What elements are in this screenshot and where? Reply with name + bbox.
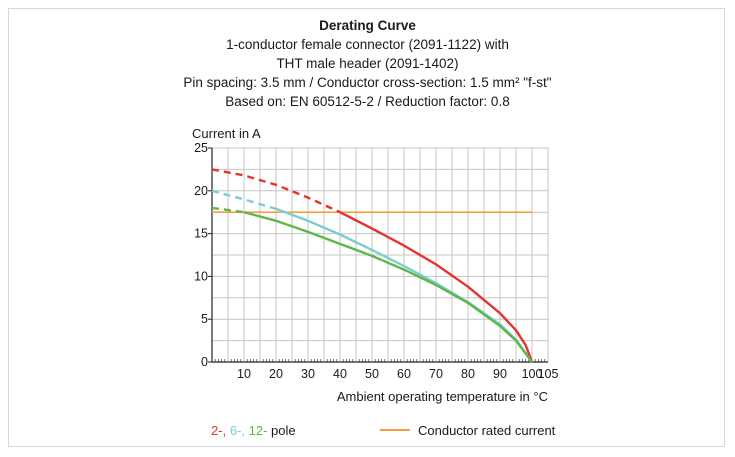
x-tick-label: 90: [493, 367, 507, 381]
chart-subtitle-3: Pin spacing: 3.5 mm / Conductor cross-se…: [183, 75, 552, 90]
legend-sep-1: ,: [222, 423, 227, 438]
legend-rated-label: Conductor rated current: [418, 423, 556, 438]
series-12-pole-line: [243, 211, 533, 363]
x-tick-label: 20: [269, 367, 283, 381]
chart-frame: [8, 8, 725, 447]
legend-pole-6: 6-: [229, 423, 242, 438]
legend-pole-12: 12-: [248, 423, 268, 438]
x-tick-label: 105: [538, 367, 559, 381]
chart-title: Derating Curve: [319, 18, 416, 33]
y-tick-label: 20: [194, 184, 208, 198]
y-tick-label: 25: [194, 141, 208, 155]
chart-titles: Derating Curve 1-conductor female connec…: [0, 16, 735, 111]
y-axis-label: Current in A: [192, 126, 261, 141]
x-tick-label: 40: [333, 367, 347, 381]
x-tick-label: 70: [429, 367, 443, 381]
chart-subtitle-4: Based on: EN 60512-5-2 / Reduction facto…: [225, 94, 510, 109]
legend-rated-swatch: [380, 428, 410, 431]
y-tick-label: 15: [194, 227, 208, 241]
x-axis-label: Ambient operating temperature in °C: [337, 389, 548, 404]
series-2-pole-dashed: [211, 168, 341, 214]
legend-rated: Conductor rated current: [380, 423, 555, 439]
y-tick-label: 5: [201, 312, 208, 326]
y-tick-label: 10: [194, 269, 208, 283]
legend-pole-suffix: pole: [271, 423, 296, 438]
x-tick-label: 100: [522, 367, 543, 381]
legend-sep-2: ,: [241, 423, 245, 438]
legend-poles: 2-, 6-, 12- pole: [211, 423, 296, 439]
y-tick-label: 0: [201, 355, 208, 369]
x-tick-label: 50: [365, 367, 379, 381]
legend-pole-2: 2-: [211, 423, 223, 438]
chart-subtitle-1: 1-conductor female connector (2091-1122)…: [226, 37, 509, 52]
x-tick-label: 60: [397, 367, 411, 381]
series-12-pole-dashed: [211, 206, 245, 214]
x-tick-label: 80: [461, 367, 475, 381]
series-2-pole-line: [339, 211, 534, 363]
x-tick-label: 10: [237, 367, 251, 381]
chart-subtitle-2: THT male header (2091-1402): [276, 56, 459, 71]
x-tick-label: 30: [301, 367, 315, 381]
